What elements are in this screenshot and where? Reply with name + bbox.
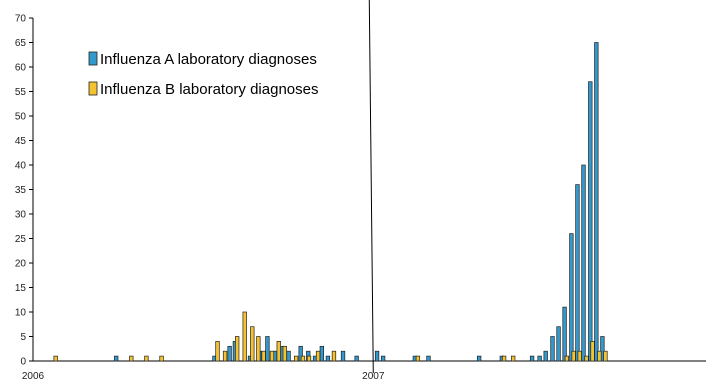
y-tick-label: 30 (15, 210, 27, 221)
bar-influenza-a (537, 355, 542, 362)
bar-influenza-b (294, 355, 299, 362)
bar-influenza-a (114, 355, 119, 362)
bar-influenza-b (144, 355, 149, 362)
bar-influenza-a (562, 306, 567, 362)
bar-influenza-a (543, 350, 548, 362)
y-tick-label: 35 (15, 185, 27, 196)
bar-influenza-b (331, 350, 337, 362)
y-tick-label: 55 (15, 87, 27, 98)
bar-influenza-a (340, 350, 346, 362)
bars (53, 42, 608, 362)
legend-swatch (88, 51, 98, 66)
bar-influenza-a (550, 336, 555, 362)
bar-influenza-b (159, 355, 164, 362)
bar-influenza-b (215, 341, 220, 362)
y-tick-label: 0 (20, 357, 26, 368)
y-tick-label: 10 (15, 308, 27, 319)
y-axis: 0 5 10 15 20 25 30 35 40 45 50 55 60 65 70 (15, 14, 34, 368)
bar-influenza-a (426, 355, 431, 362)
bar-influenza-b (300, 355, 306, 362)
bar-influenza-b (577, 350, 582, 362)
bar-influenza-b (584, 355, 589, 362)
legend-label: Influenza B laboratory diagnoses (100, 81, 318, 98)
y-tick-label: 45 (15, 136, 27, 147)
bar-influenza-a (319, 345, 325, 362)
bar-influenza-a (529, 355, 535, 362)
legend-swatch (88, 81, 98, 96)
bar-influenza-b (235, 336, 240, 362)
bar-influenza-a (298, 345, 303, 362)
bar-influenza-b (242, 311, 247, 362)
x-tick-label: 2007 (362, 371, 385, 380)
y-tick-label: 5 (20, 332, 26, 343)
bar-influenza-a (581, 164, 586, 362)
legend: Influenza A laboratory diagnoses Influenz… (88, 51, 318, 98)
bar-influenza-b (597, 350, 602, 362)
bar-influenza-b (511, 355, 516, 362)
bar-influenza-a (476, 355, 482, 362)
bar-influenza-b (306, 355, 312, 362)
bar-influenza-b (222, 350, 228, 362)
bar-influenza-b (129, 355, 134, 362)
y-tick-label: 20 (15, 259, 27, 270)
bar-influenza-b (590, 341, 595, 362)
bar-influenza-b (564, 355, 570, 362)
bar-influenza-b (501, 355, 507, 362)
bar-influenza-a (569, 233, 574, 362)
y-tick-label: 60 (15, 63, 27, 74)
y-tick-label: 65 (15, 38, 27, 49)
bar-influenza-a (325, 355, 331, 362)
bar-influenza-a (354, 355, 359, 362)
y-tick-label: 25 (15, 234, 27, 245)
bar-influenza-a (374, 350, 380, 362)
bar-influenza-b (603, 350, 608, 362)
legend-label: Influenza A laboratory diagnoses (100, 51, 317, 68)
y-tick-label: 70 (15, 14, 27, 25)
y-tick-label: 50 (15, 112, 27, 123)
bar-influenza-a (265, 336, 270, 362)
bar-influenza-b (250, 326, 255, 362)
bar-influenza-a (600, 336, 605, 362)
bar-influenza-a (286, 350, 291, 362)
bar-influenza-b (269, 350, 275, 362)
bar-influenza-b (256, 336, 261, 362)
bar-influenza-b (53, 355, 58, 362)
bar-influenza-a (594, 42, 599, 362)
bar-influenza-b (276, 341, 281, 362)
bar-influenza-a (575, 184, 580, 362)
bar-influenza-a (380, 355, 386, 362)
x-tick-label: 2006 (22, 371, 45, 380)
bar-influenza-a (556, 326, 561, 362)
bar-influenza-b (282, 345, 287, 362)
bar-influenza-b (261, 350, 266, 362)
bar-influenza-b (415, 355, 421, 362)
bar-influenza-b (315, 350, 321, 362)
y-tick-label: 15 (15, 283, 27, 294)
bar-influenza-a (588, 81, 593, 362)
year-divider-line (368, 0, 374, 374)
y-tick-label: 40 (15, 161, 27, 172)
bar-influenza-b (571, 350, 576, 362)
bar-influenza-a (227, 345, 232, 362)
